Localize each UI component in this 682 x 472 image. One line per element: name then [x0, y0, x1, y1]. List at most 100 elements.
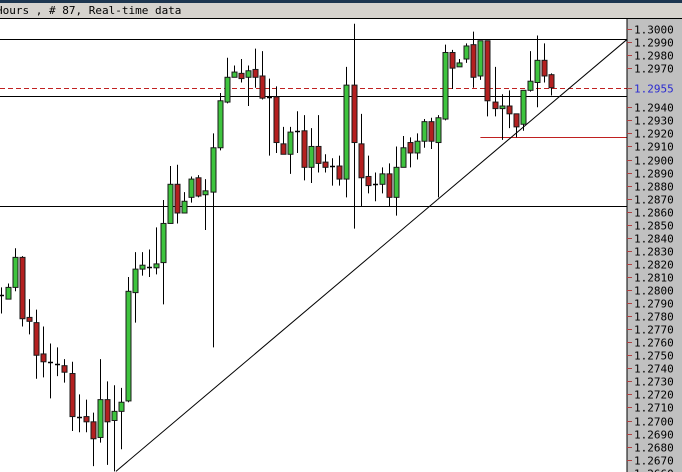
y-tick-label: 1.2740 — [634, 363, 674, 376]
candle — [456, 59, 463, 68]
candle — [330, 158, 335, 186]
y-tick-label: 1.2830 — [634, 246, 674, 259]
candle-body-bull — [139, 264, 146, 270]
candle — [365, 155, 372, 194]
candle-body-bear — [351, 84, 358, 144]
y-tick-label: 1.2680 — [634, 442, 674, 455]
candle — [174, 164, 181, 224]
y-tick-label: 1.2980 — [634, 50, 674, 63]
candle-body-bear — [358, 143, 365, 179]
candle-body-bull — [188, 178, 195, 198]
y-tick-label: 1.2670 — [634, 455, 674, 468]
candle — [252, 48, 259, 88]
candle — [421, 119, 428, 148]
candle — [12, 248, 19, 292]
candle-body-bull — [477, 40, 484, 77]
candle-body-bear — [336, 165, 343, 180]
candle — [33, 309, 40, 379]
candle — [351, 23, 358, 229]
candle — [238, 59, 245, 83]
candle-body-bear — [407, 142, 414, 154]
candle-body-bear — [280, 143, 287, 155]
candle-body-bull — [308, 145, 315, 168]
candle — [77, 394, 82, 433]
candle — [393, 146, 400, 216]
y-tick-label: 1.2810 — [634, 272, 674, 285]
candle — [379, 167, 386, 194]
y-tick-label: 1.2780 — [634, 311, 674, 324]
candle-body-bear — [252, 68, 259, 78]
candle — [259, 51, 266, 100]
candle-body-bull — [132, 268, 139, 294]
candle — [147, 249, 152, 277]
candle — [358, 113, 365, 207]
candle — [167, 166, 174, 224]
candle-body-bull — [393, 166, 400, 198]
candle-body-bull — [224, 76, 231, 103]
current-price-label: 1.2955 — [634, 83, 674, 96]
candle-body-bull — [379, 173, 386, 185]
candle — [0, 287, 4, 314]
candle-body-bull — [456, 62, 463, 68]
candle — [26, 299, 33, 335]
candle-body-bear — [273, 96, 280, 144]
candle — [19, 256, 26, 327]
candle-body-bear — [104, 399, 111, 423]
candle-body-bull — [210, 147, 217, 193]
candle — [322, 154, 329, 173]
candle-body-bull — [97, 399, 104, 438]
candle-body-bear — [69, 373, 76, 418]
window-top-strip — [0, 0, 682, 3]
candle — [267, 78, 272, 156]
candle — [428, 117, 435, 150]
candle — [132, 252, 139, 323]
y-tick-label: 1.2890 — [634, 168, 674, 181]
candle — [188, 176, 195, 203]
candle — [527, 51, 534, 92]
candle — [373, 172, 378, 202]
candle-body-bull — [160, 222, 167, 264]
y-tick-label: 1.2900 — [634, 155, 674, 168]
y-tick-label: 1.2910 — [634, 141, 674, 154]
candle-body-bull — [111, 410, 118, 421]
candle-body-bull — [202, 190, 209, 196]
candle-body-bear — [26, 316, 33, 322]
trendline[interactable] — [115, 39, 628, 472]
candle-body-bull — [414, 140, 421, 154]
candle — [400, 136, 407, 168]
y-tick-label: 1.3000 — [634, 24, 674, 37]
candle — [463, 43, 470, 63]
candle — [139, 252, 146, 276]
candle — [118, 387, 125, 450]
candle — [181, 192, 188, 214]
candle — [513, 113, 520, 138]
candle-body-bull — [400, 147, 407, 168]
candle-body-bull — [125, 290, 132, 402]
candle-body-bull — [217, 100, 224, 149]
y-tick-label: 1.2870 — [634, 194, 674, 207]
candle-body-bear — [61, 365, 68, 373]
candle — [386, 163, 393, 207]
y-tick-label: 1.2840 — [634, 233, 674, 246]
y-tick-label: 1.2930 — [634, 115, 674, 128]
candle — [343, 66, 350, 198]
candle — [273, 86, 280, 153]
candle-body-bull — [435, 117, 442, 144]
candle-body-bull — [167, 183, 174, 224]
candle-body-bear — [238, 72, 245, 80]
candle — [5, 283, 12, 300]
candle — [104, 381, 111, 465]
y-tick-label: 1.2750 — [634, 350, 674, 363]
candle — [125, 276, 132, 403]
candle — [315, 115, 322, 173]
y-tick-label: 1.2970 — [634, 63, 674, 76]
candle-body-bear — [195, 177, 202, 197]
candle — [295, 111, 300, 153]
candle-body-bear — [513, 113, 520, 128]
candle — [160, 199, 167, 305]
candle — [55, 347, 60, 377]
candle — [69, 361, 76, 431]
candle — [153, 227, 160, 275]
y-tick-label: 1.2860 — [634, 207, 674, 220]
